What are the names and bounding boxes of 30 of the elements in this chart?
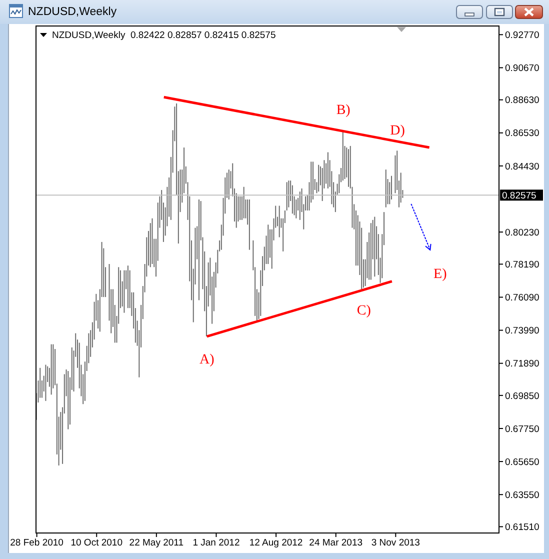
y-tick-label: 0.61510 [505,522,540,534]
x-tick-label: 28 Feb 2010 [10,538,64,549]
y-tick-label: 0.65650 [505,456,540,468]
x-tick-label: 3 Nov 2013 [371,538,420,549]
chart-subtitle: NZDUSD,Weekly 0.82422 0.82857 0.82415 0.82575 [52,30,276,40]
x-tick-label: 12 Aug 2012 [249,538,303,549]
annotation: E) [434,266,448,282]
annotation: A) [199,352,215,368]
x-tick-label: 24 Mar 2013 [309,538,363,549]
x-tick-label: 1 Jan 2012 [192,538,240,549]
chart-title: NZDUSD,Weekly [28,6,117,18]
y-tick-label: 0.71890 [505,358,540,370]
y-tick-label: 0.90670 [505,63,540,74]
y-tick-label: 0.76090 [505,292,540,304]
x-tick-label: 10 Oct 2010 [70,538,122,549]
y-tick-label: 0.63550 [505,490,540,501]
annotation: C) [356,304,372,319]
y-tick-label: 0.80230 [505,227,540,238]
y-tick-label: 0.92770 [505,30,540,41]
x-tick-label: 22 May 2011 [129,538,184,549]
y-tick-label: 0.78190 [505,259,540,270]
y-tick-label: 0.67750 [505,424,540,435]
y-tick-label: 0.88630 [505,95,540,106]
y-tick-label: 0.86530 [505,128,540,140]
annotation: D) [390,124,406,139]
y-tick-label: 0.73990 [505,326,540,337]
y-tick-label: 0.69850 [505,390,540,402]
ref-line-label: 0.82575 [502,190,536,202]
y-tick-label: 0.84430 [505,161,540,172]
annotation: B) [336,103,351,118]
